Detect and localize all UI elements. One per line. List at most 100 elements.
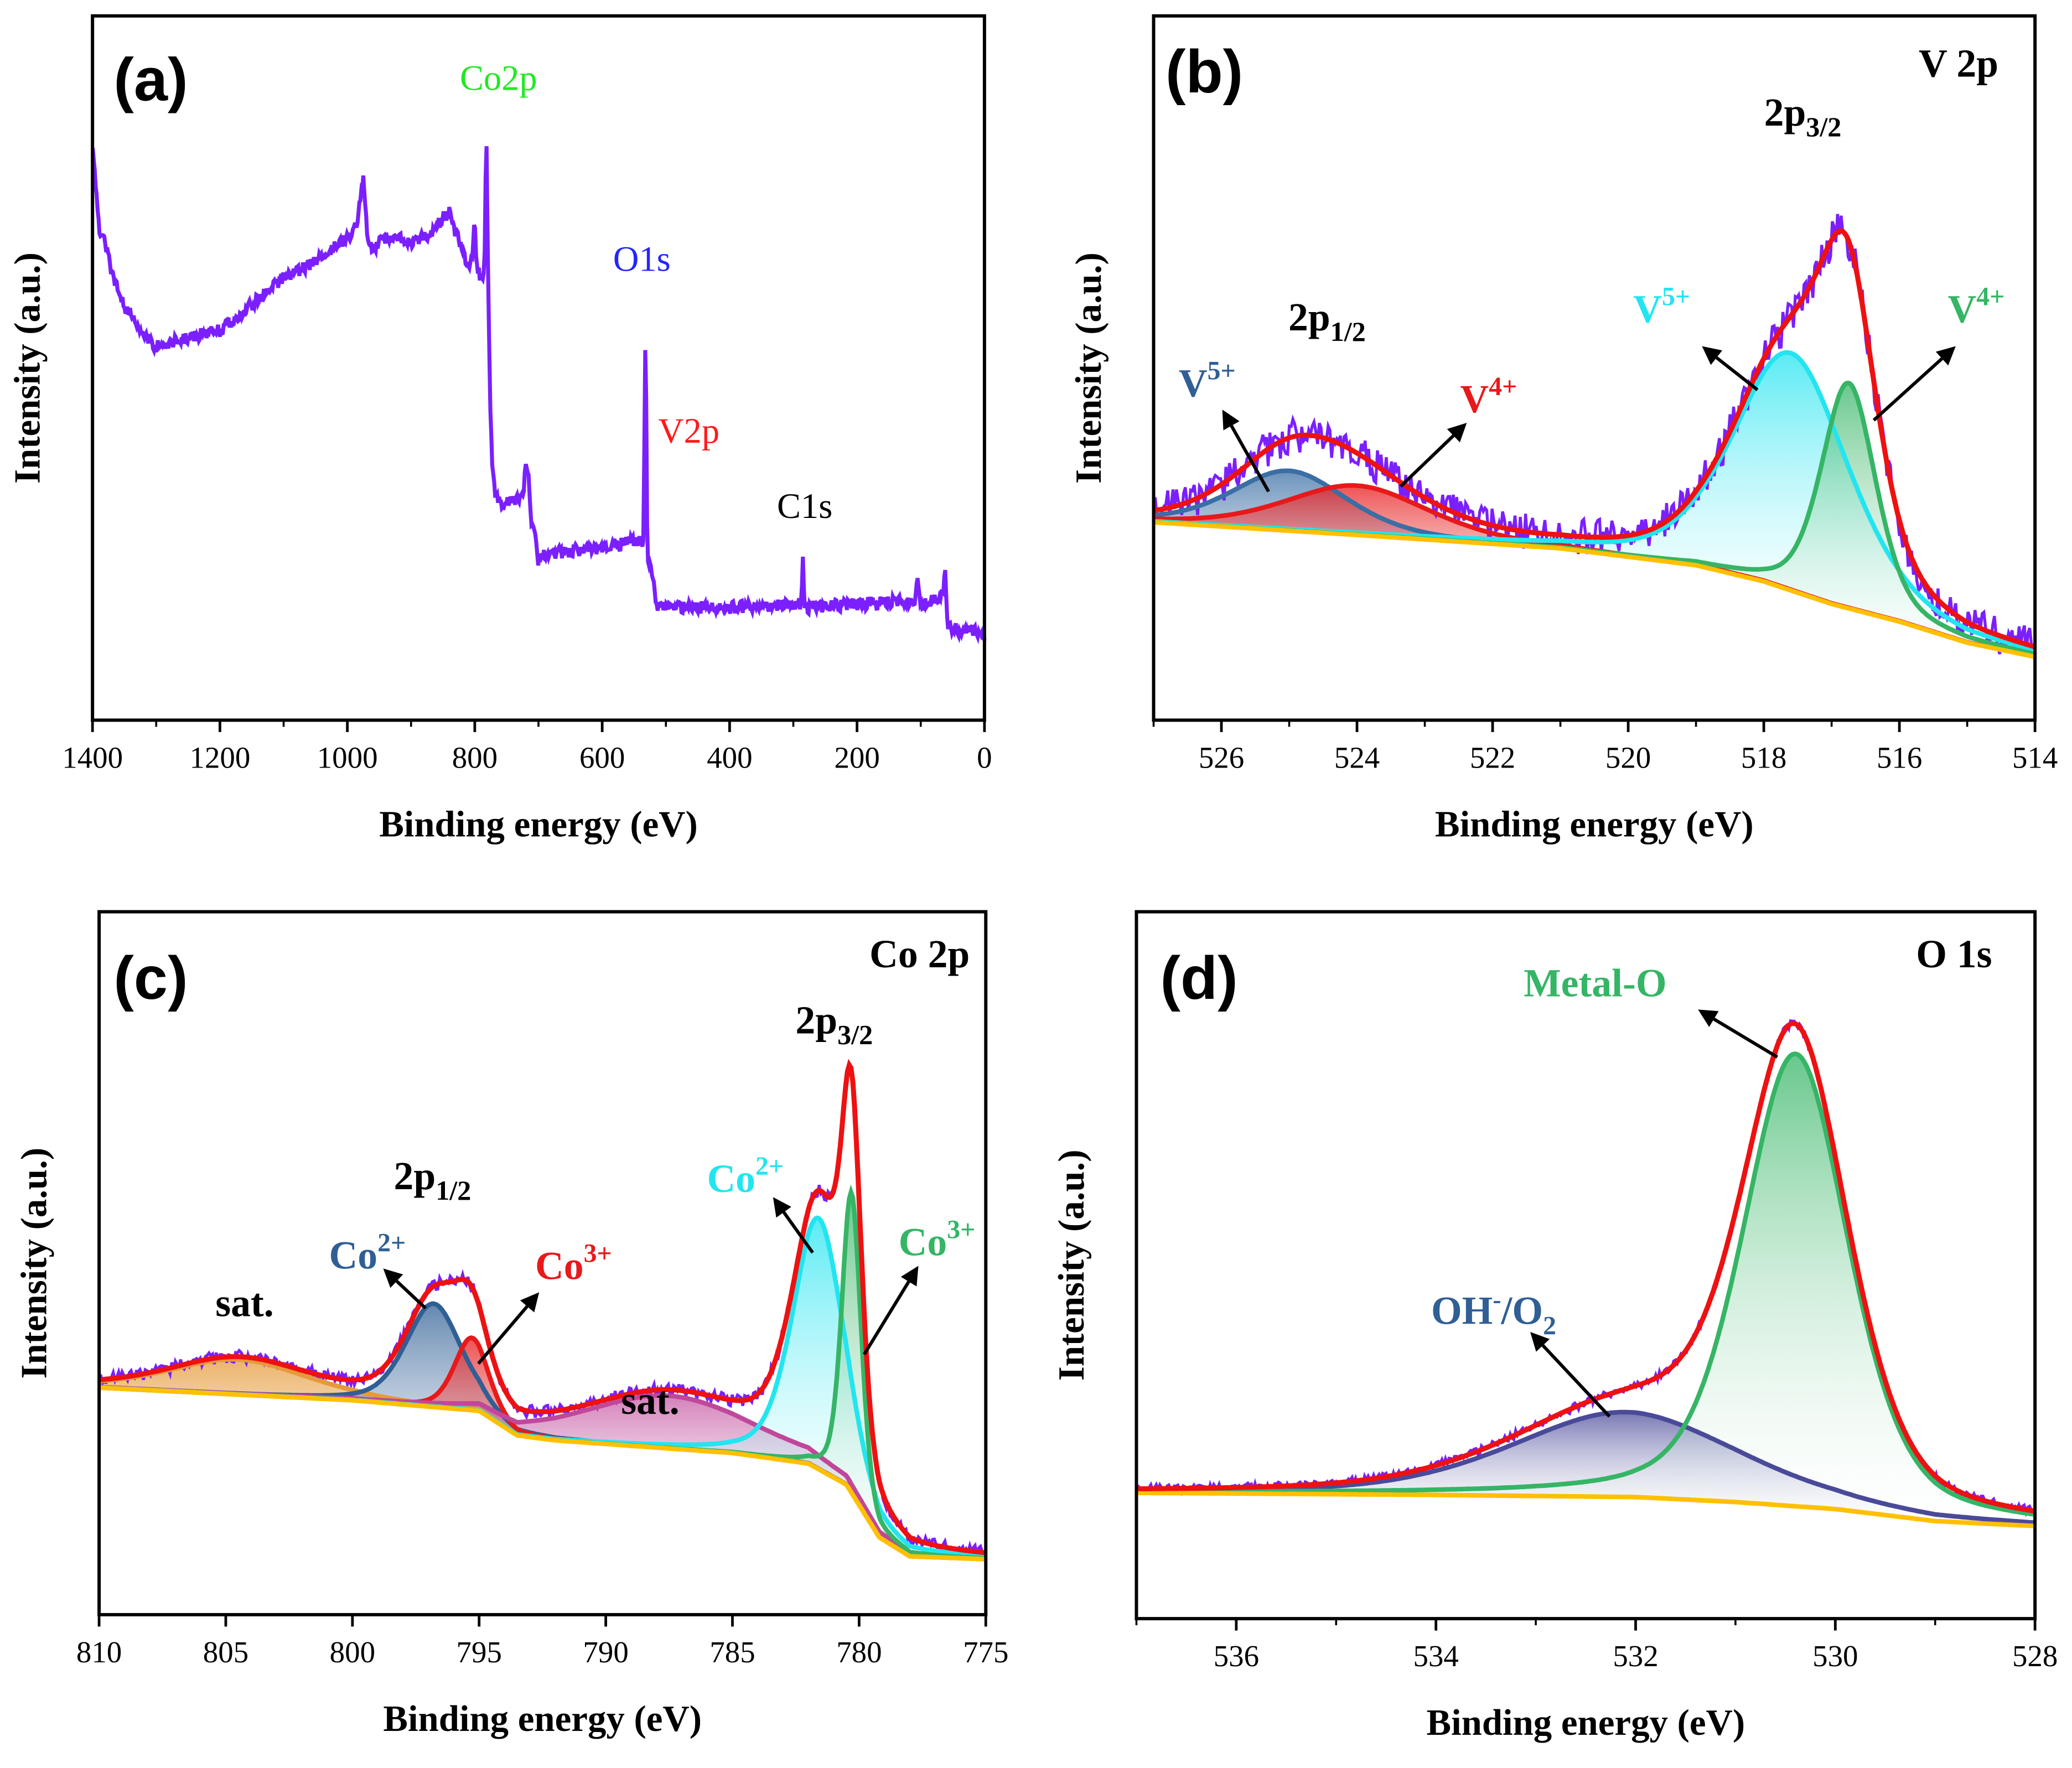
label-v5-2p32: V5+ [1633, 282, 1690, 331]
label-co2-2p32: Co2+ [707, 1152, 784, 1201]
component-fill-3 [1153, 383, 2035, 657]
arrow-head [383, 1268, 403, 1288]
arrow-icon [383, 1268, 427, 1310]
panel-d-o1s: (d) O 1s Metal-O OH-/O2 536 534 532 530 528 B… [1051, 910, 2058, 1743]
arrow-shaft [477, 1305, 529, 1365]
label-v4-2p12: V4+ [1460, 372, 1517, 421]
x-tick-label: 520 [1605, 740, 1651, 774]
arrow-icon [1222, 409, 1270, 492]
arrow-head [1447, 423, 1467, 443]
annotation-c1s: C1s [777, 486, 832, 526]
x-axis-label: Binding energy (eV) [1427, 1702, 1745, 1743]
component-fill-1 [1136, 1054, 2035, 1526]
label-sat-1: sat. [215, 1281, 273, 1325]
x-axis-label: Binding energy (eV) [1435, 804, 1754, 845]
x-tick-label: 775 [963, 1635, 1008, 1669]
annotation-arrows [383, 346, 1956, 1418]
panel-label: (a) [113, 46, 188, 114]
arrow-icon [1872, 346, 1956, 422]
arrow-icon [1702, 346, 1759, 391]
x-tick-label: 1000 [317, 740, 378, 774]
annotation-co2p: Co2p [460, 58, 537, 97]
label-co3-2p32: Co3+ [899, 1215, 976, 1264]
arrow-shaft [782, 1211, 814, 1254]
panel-label: (d) [1160, 945, 1237, 1012]
x-tick-label: 600 [579, 740, 625, 774]
y-axis-label: Intensity (a.u.) [14, 1148, 55, 1379]
arrow-shaft [1541, 1344, 1611, 1418]
y-axis-label: Intensity (a.u.) [1068, 252, 1109, 484]
y-axis-label: Intensity (a.u.) [1051, 1149, 1092, 1381]
component-line-0 [1136, 1409, 2035, 1525]
arrow-icon [1698, 1009, 1779, 1059]
label-sub: 3/2 [1806, 111, 1841, 142]
x-tick-label: 780 [836, 1635, 882, 1669]
x-tick-label: 200 [834, 740, 879, 774]
plot-area [91, 146, 987, 645]
x-tick-label: 795 [457, 1635, 502, 1669]
panel-title: V 2p [1919, 42, 1998, 86]
x-tick-label: 534 [1413, 1639, 1459, 1673]
arrow-shaft [1230, 424, 1270, 492]
x-tick-label: 785 [709, 1635, 755, 1669]
arrow-head [1935, 346, 1956, 366]
envelope-fit-line [1136, 1020, 2035, 1514]
annotation-v2p: V2p [658, 411, 719, 450]
plot-frame [91, 14, 986, 722]
arrow-head [1702, 346, 1723, 365]
label-v5-2p12: V5+ [1179, 356, 1236, 405]
x-axis-label: Binding energy (eV) [383, 1698, 702, 1739]
x-tick-label: 516 [1877, 740, 1922, 774]
x-tick-label: 518 [1741, 740, 1786, 774]
panel-c-co2p: (c) Co 2p 2p3/2 2p1/2 sat. sat. Co2+ Co3… [14, 910, 1008, 1739]
plot-frame [1135, 910, 2037, 1621]
arrow-shaft [1872, 357, 1944, 422]
arrow-shaft [863, 1280, 910, 1356]
label-sub: 1/2 [1330, 316, 1366, 347]
annotation-o1s: O1s [613, 240, 671, 279]
arrow-head [520, 1292, 540, 1313]
plot-area [1136, 1019, 2036, 1528]
label-oh-o2: OH-/O2 [1431, 1286, 1556, 1341]
x-tick-label: 805 [203, 1635, 248, 1669]
arrow-head [1698, 1009, 1719, 1027]
label-co2-2p12: Co2+ [329, 1228, 406, 1277]
arrow-shaft [1399, 434, 1455, 488]
panel-b-v2p: (b) V 2p 2p1/2 2p3/2 V5+ V4+ V5+ V4+ 526… [1068, 14, 2058, 845]
arrow-shaft [1713, 1017, 1779, 1059]
label-metal-o: Metal-O [1524, 961, 1667, 1005]
x-tick-label: 0 [977, 740, 992, 774]
component-fill-1 [1153, 485, 2035, 657]
plot-area [99, 1059, 987, 1562]
x-tick-label: 810 [76, 1635, 122, 1669]
plot-area [1153, 214, 2037, 660]
label-2p12: 2p1/2 [394, 1154, 472, 1206]
label-base: 2p [1288, 295, 1330, 339]
baseline-line [99, 1385, 986, 1562]
label-2p32: 2p3/2 [1764, 91, 1842, 142]
envelope-fit-line [1153, 228, 2036, 650]
envelope-fit-line [99, 1059, 986, 1556]
x-axis-label: Binding energy (eV) [379, 804, 698, 845]
label-v4-2p32: V4+ [1948, 282, 2005, 331]
y-axis-label: Intensity (a.u.) [7, 252, 48, 484]
component-fill-4 [99, 1217, 986, 1559]
arrow-head [1530, 1331, 1550, 1352]
x-tick-label: 522 [1470, 740, 1515, 774]
arrow-icon [477, 1292, 540, 1365]
component-fill-0 [99, 1359, 986, 1559]
arrow-shaft [1715, 356, 1759, 391]
label-base: 2p [1764, 91, 1806, 134]
arrow-head [900, 1266, 919, 1287]
survey-spectrum-line [91, 146, 987, 645]
arrow-icon [1399, 423, 1467, 488]
label-sat-2: sat. [621, 1379, 679, 1423]
label-2p12: 2p1/2 [1288, 295, 1366, 347]
x-tick-label: 400 [707, 740, 752, 774]
label-2p32: 2p3/2 [795, 998, 873, 1050]
x-tick-label: 1400 [62, 740, 123, 774]
x-tick-label: 526 [1199, 740, 1244, 774]
panel-title: O 1s [1916, 932, 1992, 976]
baseline-line [1136, 1490, 2035, 1528]
baseline-line [1153, 520, 2035, 659]
